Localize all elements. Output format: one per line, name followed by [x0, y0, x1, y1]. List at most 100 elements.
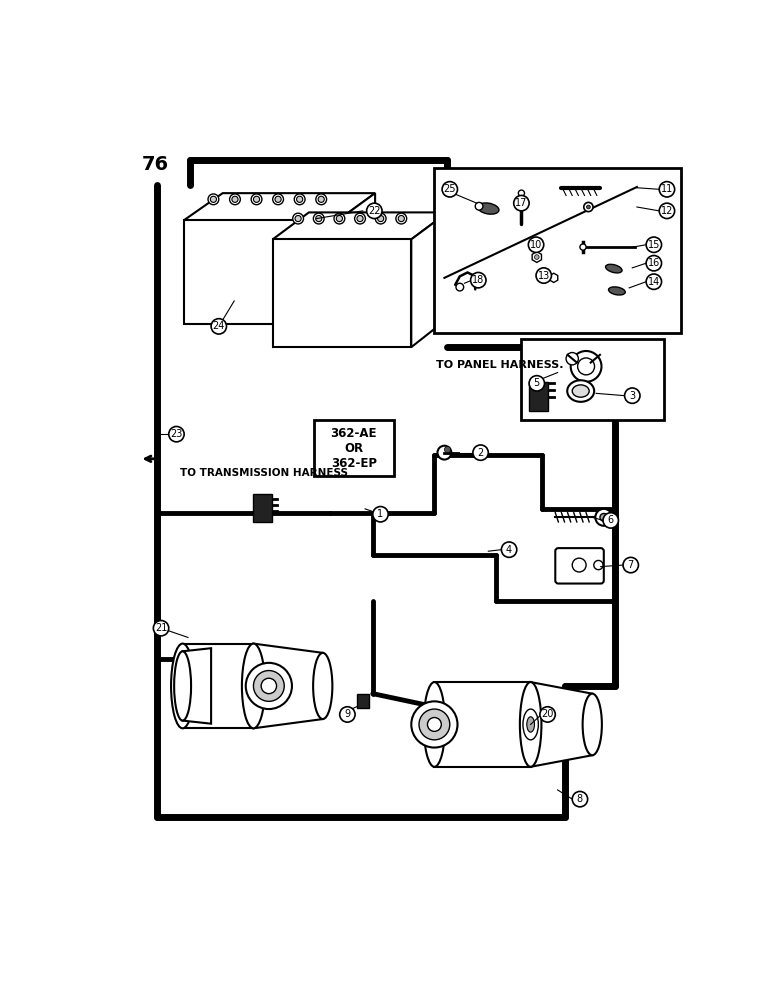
Text: 11: 11 [661, 184, 673, 194]
Circle shape [254, 196, 260, 202]
Polygon shape [411, 212, 448, 347]
Polygon shape [550, 273, 558, 282]
Circle shape [595, 509, 612, 526]
Ellipse shape [567, 380, 594, 402]
Text: 16: 16 [647, 258, 660, 268]
Circle shape [294, 194, 305, 205]
Polygon shape [434, 682, 530, 767]
Polygon shape [532, 252, 541, 262]
Circle shape [399, 215, 404, 222]
Circle shape [573, 791, 587, 807]
Ellipse shape [171, 644, 194, 728]
Text: 8: 8 [577, 794, 583, 804]
Circle shape [594, 560, 603, 570]
Circle shape [336, 215, 342, 222]
Text: 10: 10 [530, 240, 542, 250]
Circle shape [445, 446, 451, 453]
Text: 24: 24 [213, 321, 225, 331]
Text: 362-AE
OR
362-EP: 362-AE OR 362-EP [331, 427, 378, 470]
Text: 17: 17 [516, 198, 527, 208]
Circle shape [211, 196, 217, 202]
Circle shape [583, 202, 593, 212]
Circle shape [334, 213, 345, 224]
Circle shape [514, 195, 529, 211]
Circle shape [580, 244, 586, 250]
Circle shape [375, 213, 386, 224]
Circle shape [528, 237, 544, 252]
Circle shape [659, 203, 675, 219]
Text: 7: 7 [628, 560, 634, 570]
Text: 18: 18 [472, 275, 484, 285]
Circle shape [367, 203, 382, 219]
Circle shape [295, 215, 301, 222]
Circle shape [211, 319, 226, 334]
Text: 5: 5 [534, 378, 540, 388]
Circle shape [154, 620, 168, 636]
Circle shape [442, 182, 458, 197]
Circle shape [318, 196, 324, 202]
Polygon shape [184, 220, 339, 324]
Circle shape [625, 388, 640, 403]
Ellipse shape [526, 717, 534, 732]
Text: 25: 25 [444, 184, 456, 194]
FancyBboxPatch shape [555, 548, 604, 584]
Ellipse shape [477, 203, 499, 214]
Circle shape [470, 272, 486, 288]
Circle shape [540, 707, 555, 722]
Ellipse shape [424, 682, 445, 767]
Circle shape [168, 426, 184, 442]
Text: 6: 6 [608, 515, 614, 525]
Circle shape [316, 215, 322, 222]
Circle shape [396, 213, 406, 224]
Ellipse shape [174, 651, 191, 721]
Ellipse shape [605, 264, 622, 273]
FancyBboxPatch shape [434, 168, 681, 333]
Text: TO PANEL HARNESS.: TO PANEL HARNESS. [436, 360, 563, 370]
Circle shape [275, 196, 281, 202]
Text: 21: 21 [155, 623, 167, 633]
Circle shape [475, 202, 483, 210]
Circle shape [232, 196, 238, 202]
Circle shape [603, 513, 619, 528]
Text: 76: 76 [142, 155, 169, 174]
Text: 1: 1 [378, 509, 384, 519]
FancyBboxPatch shape [254, 494, 272, 522]
FancyBboxPatch shape [314, 420, 395, 476]
FancyBboxPatch shape [529, 382, 548, 411]
Circle shape [536, 268, 551, 283]
Circle shape [534, 255, 539, 259]
Circle shape [427, 718, 441, 731]
Circle shape [587, 205, 590, 209]
Text: 9: 9 [344, 709, 350, 719]
Circle shape [646, 274, 661, 289]
Circle shape [296, 196, 303, 202]
Ellipse shape [583, 694, 602, 755]
FancyBboxPatch shape [356, 694, 369, 708]
Circle shape [571, 351, 601, 382]
Circle shape [438, 446, 452, 460]
Text: TO TRANSMISSION HARNESS: TO TRANSMISSION HARNESS [180, 468, 349, 478]
Ellipse shape [519, 682, 541, 767]
Circle shape [502, 542, 517, 557]
Text: 3: 3 [629, 391, 636, 401]
Circle shape [261, 678, 277, 694]
Ellipse shape [573, 385, 589, 397]
Text: 15: 15 [647, 240, 660, 250]
Polygon shape [530, 682, 592, 767]
Circle shape [229, 194, 240, 205]
Polygon shape [339, 193, 375, 324]
Circle shape [373, 507, 388, 522]
Circle shape [419, 709, 450, 740]
Circle shape [659, 182, 675, 197]
Circle shape [623, 557, 639, 573]
Circle shape [273, 194, 283, 205]
Text: 4: 4 [506, 545, 512, 555]
Text: 23: 23 [170, 429, 183, 439]
Circle shape [254, 671, 284, 701]
Circle shape [355, 213, 365, 224]
Circle shape [578, 358, 594, 375]
Circle shape [456, 283, 463, 291]
Polygon shape [183, 644, 254, 728]
Text: 12: 12 [661, 206, 673, 216]
Circle shape [246, 663, 292, 709]
